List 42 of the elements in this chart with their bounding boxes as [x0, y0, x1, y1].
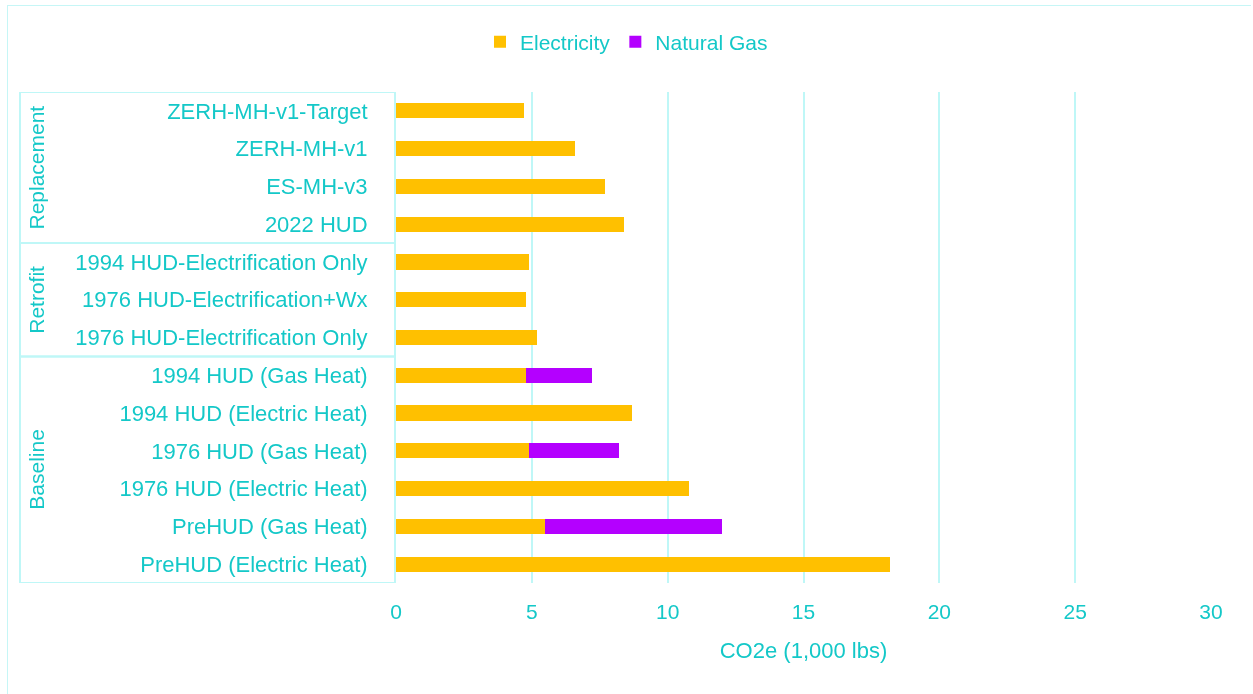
x-tick-label: 15 — [791, 600, 816, 623]
bar — [526, 367, 592, 383]
x-axis-title: CO2e (1,000 lbs) — [719, 637, 888, 663]
bar — [396, 443, 530, 459]
y-tick-label: ES-MH-v3 — [266, 174, 368, 200]
legend-label: Electricity — [520, 30, 611, 54]
x-tick-label: 5 — [525, 600, 538, 623]
bar — [529, 443, 619, 459]
bar — [396, 141, 576, 157]
x-tick-label: 20 — [927, 600, 952, 623]
bar — [396, 292, 527, 308]
y-tick-label: 1994 HUD (Electric Heat) — [119, 400, 368, 426]
bar — [396, 254, 530, 270]
legend-label: Natural Gas — [655, 30, 768, 54]
y-tick-label: 1976 HUD-Electrification Only — [75, 325, 368, 351]
y-tick-label: PreHUD (Electric Heat) — [140, 551, 368, 577]
y-tick-label: ZERH-MH-v1-Target — [167, 98, 368, 124]
y-tick-label: 1994 HUD-Electrification Only — [75, 249, 368, 275]
x-tick-label: 30 — [1199, 600, 1223, 623]
bar — [396, 178, 606, 194]
x-tick-label: 25 — [1063, 600, 1087, 623]
y-tick-label: ZERH-MH-v1 — [235, 136, 368, 162]
text: Baseline — [25, 429, 49, 510]
bar — [396, 103, 524, 119]
bar — [396, 405, 633, 421]
y-tick-label: 1976 HUD (Electric Heat) — [119, 476, 368, 502]
bar — [396, 518, 546, 534]
text: Retrofit — [25, 265, 49, 334]
bar — [396, 556, 891, 572]
y-tick-label: 1976 HUD (Gas Heat) — [151, 438, 368, 464]
bar — [545, 518, 722, 534]
bar — [396, 329, 538, 346]
y-tick-label: 2022 HUD — [264, 211, 368, 237]
text: Replacement — [25, 105, 49, 230]
x-tick-label: 0 — [390, 600, 402, 623]
y-tick-label: 1976 HUD-Electrification+Wx — [82, 287, 368, 313]
x-tick-label: 10 — [655, 600, 680, 623]
bar — [396, 481, 690, 497]
y-tick-label: PreHUD (Gas Heat) — [172, 514, 368, 540]
bar — [396, 367, 527, 383]
y-tick-label: 1994 HUD (Gas Heat) — [151, 362, 368, 388]
bar — [396, 216, 625, 232]
